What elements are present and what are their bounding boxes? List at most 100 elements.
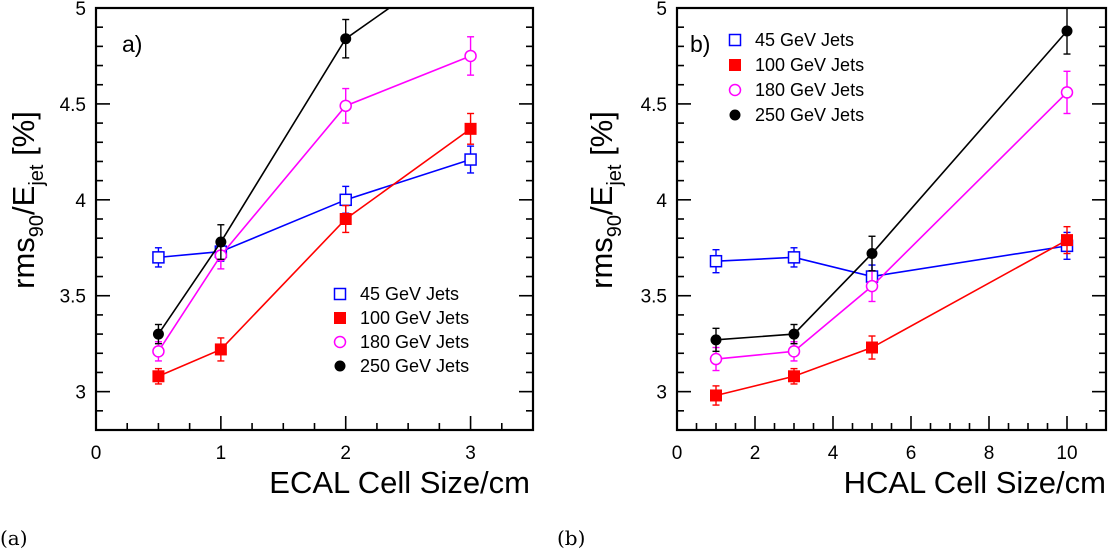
y-tick-label: 4.5	[641, 95, 667, 116]
figure-caption: (a)	[0, 526, 28, 550]
x-tick-label: 10	[1056, 443, 1077, 464]
x-tick-label: 8	[984, 443, 995, 464]
y-tick-label: 3	[656, 383, 667, 404]
data-point	[152, 345, 165, 358]
legend-label: 100 GeV Jets	[360, 308, 469, 328]
legend-label: 180 GeV Jets	[360, 332, 469, 352]
chart-panel-a: 0 1 2 3 3 3.5 4 4.5 5 ECAL Cell Size/cm rms90/Ejet…	[6, 0, 535, 500]
y-axis-label-part: rms	[6, 237, 41, 289]
y-tick-label: 5	[75, 0, 86, 20]
data-point	[340, 33, 352, 45]
y-axis-label-part: [%]	[6, 111, 41, 164]
legend-label: 100 GeV Jets	[755, 55, 864, 75]
legend: 45 GeV Jets 100 GeV Jets 180 GeV Jets 250 G…	[728, 30, 864, 125]
x-axis-label: ECAL Cell Size/cm	[269, 465, 530, 500]
legend-label: 250 GeV Jets	[360, 356, 469, 376]
panel-label: a)	[122, 31, 142, 57]
data-point	[709, 254, 723, 268]
y-tick-label: 4.5	[60, 95, 86, 116]
panel-label: b)	[690, 31, 710, 57]
legend-marker	[729, 109, 741, 121]
data-point	[214, 343, 227, 356]
y-tick-label: 4	[75, 191, 86, 212]
legend-label: 45 GeV Jets	[755, 30, 854, 50]
legend-label: 180 GeV Jets	[755, 80, 864, 100]
data-point	[152, 328, 164, 340]
data-point	[339, 213, 352, 225]
series-0	[709, 231, 1074, 289]
data-point	[464, 49, 477, 63]
legend-marker	[334, 360, 346, 372]
y-axis-label-part: /E	[6, 186, 41, 215]
plot-area	[152, 8, 477, 385]
data-point	[215, 236, 227, 248]
y-tick-label: 3	[75, 383, 86, 404]
x-tick-label: 1	[216, 443, 227, 464]
series-1	[710, 225, 1073, 406]
data-point	[710, 389, 722, 402]
data-point	[339, 193, 352, 207]
y-tick-label: 4	[656, 191, 667, 212]
x-axis-label: HCAL Cell Size/cm	[844, 465, 1106, 500]
series-line	[715, 30, 1068, 341]
plot-frame	[675, 6, 1108, 432]
x-tick-label: 0	[672, 443, 683, 464]
legend-marker	[729, 59, 741, 71]
series-3	[152, 8, 390, 345]
data-point	[152, 251, 165, 264]
chart-panel-b: 0 2 4 6 8 10 3 3.5 4 4.5 5 HCAL Cell Size/cm rms90/E…	[584, 0, 1108, 500]
legend-marker	[728, 33, 742, 47]
legend-label: 250 GeV Jets	[755, 105, 864, 125]
series-line	[715, 91, 1068, 360]
data-point	[787, 251, 801, 264]
data-point	[788, 328, 800, 340]
figure-caption: (b)	[557, 526, 585, 550]
legend-marker	[333, 335, 347, 349]
legend-marker	[334, 312, 346, 324]
y-tick-label: 3.5	[60, 287, 86, 308]
data-point	[710, 334, 722, 346]
y-axis-label-part: /E	[584, 186, 619, 215]
series-3	[710, 8, 1073, 353]
series-line	[715, 245, 1068, 278]
y-tick-label: 3.5	[641, 287, 667, 308]
series-line	[158, 158, 471, 259]
data-point	[152, 370, 165, 383]
y-axis-label-subscript: 90	[604, 215, 626, 237]
x-tick-label: 0	[91, 443, 102, 464]
data-point	[788, 370, 800, 383]
x-tick-label: 2	[340, 443, 351, 464]
legend-label: 45 GeV Jets	[360, 284, 459, 304]
x-tick-label: 2	[750, 443, 761, 464]
data-point	[464, 153, 477, 166]
data-point	[709, 352, 723, 366]
data-point	[1061, 25, 1073, 37]
y-axis-label-part: rms	[584, 237, 619, 289]
x-tick-label: 4	[828, 443, 839, 464]
series-1	[152, 112, 477, 385]
legend: 45 GeV Jets 100 GeV Jets 180 GeV Jets 250 G…	[333, 284, 469, 376]
x-tick-label: 6	[906, 443, 917, 464]
plot-area	[709, 8, 1074, 406]
series-line	[158, 128, 472, 378]
data-point	[787, 345, 801, 358]
y-axis-label-subscript: jet	[26, 164, 48, 187]
data-point	[464, 122, 477, 135]
y-axis-label: rms90/Ejet [%]	[6, 111, 48, 289]
legend-marker	[728, 83, 742, 97]
y-axis-label-subscript: jet	[604, 164, 626, 187]
legend-marker	[333, 287, 347, 301]
series-line	[157, 8, 390, 335]
series-2	[709, 70, 1074, 372]
y-axis-label-subscript: 90	[26, 215, 48, 237]
data-point	[865, 279, 879, 293]
series-line	[715, 239, 1068, 397]
series-0	[152, 145, 477, 268]
x-tick-label: 3	[465, 443, 476, 464]
y-axis-label-part: [%]	[584, 111, 619, 164]
data-point	[1060, 86, 1074, 99]
data-point	[1061, 234, 1073, 247]
series-line	[157, 55, 471, 352]
data-point	[866, 248, 878, 260]
